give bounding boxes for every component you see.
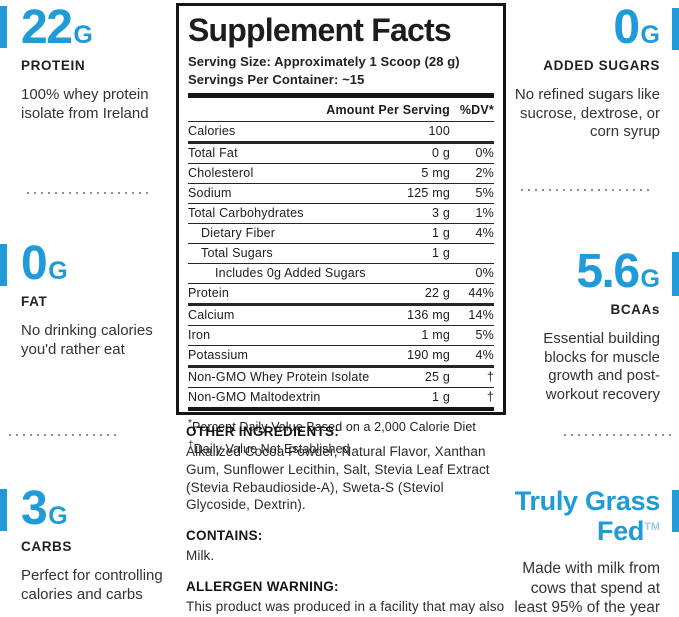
contains-label: CONTAINS: bbox=[186, 528, 263, 544]
panel-footnotes: *Percent Daily Value Based on a 2,000 Ca… bbox=[188, 411, 494, 459]
row-sodium: Sodium 125 mg 5% bbox=[188, 184, 494, 205]
stat-bcaas-value: 5.6G bbox=[576, 245, 660, 298]
stat-protein-label: PROTEIN bbox=[21, 58, 86, 73]
accent-bar-left-1 bbox=[0, 6, 7, 48]
divider-left-1 bbox=[27, 192, 151, 194]
accent-bar-right-1 bbox=[672, 8, 679, 50]
accent-bar-right-3 bbox=[672, 490, 679, 532]
stat-carbs-value: 3G bbox=[21, 482, 68, 535]
accent-bar-left-2 bbox=[0, 244, 7, 286]
other-ingredients-text: Alkalized Cocoa Powder, Natural Flavor, … bbox=[186, 444, 490, 513]
stat-carbs: 3G CARBS Perfect for controlling calorie… bbox=[21, 485, 169, 604]
accent-bar-right-2 bbox=[672, 252, 679, 296]
facts-table: Amount Per Serving %DV* Calories 100 Tota… bbox=[188, 98, 494, 412]
panel-rule-top bbox=[188, 93, 494, 99]
stat-grassfed: Truly Grass FedTM Made with milk from co… bbox=[508, 486, 661, 617]
stat-fat-description: No drinking calories you'd rather eat bbox=[21, 322, 153, 358]
facts-header-row: Amount Per Serving %DV* bbox=[188, 98, 494, 123]
stat-carbs-unit: G bbox=[48, 502, 68, 530]
row-maltodextrin: Non-GMO Maltodextrin 1 g † bbox=[188, 390, 494, 405]
row-dietary-fiber: Dietary Fiber 1 g 4% bbox=[188, 224, 494, 245]
stat-added-sugars-unit: G bbox=[640, 21, 660, 49]
row-total-sugars: Total Sugars 1 g bbox=[188, 244, 494, 265]
stat-grassfed-title: Truly Grass FedTM bbox=[514, 486, 661, 546]
divider-right-2 bbox=[564, 434, 672, 436]
row-calories: Calories 100 bbox=[188, 122, 494, 145]
allergen-warning-text: This product was produced in a facility … bbox=[186, 599, 505, 617]
row-cholesterol: Cholesterol 5 mg 2% bbox=[188, 164, 494, 185]
contains-text: Milk. bbox=[186, 548, 215, 564]
stat-carbs-label: CARBS bbox=[21, 539, 73, 554]
stat-fat-value: 0G bbox=[21, 237, 68, 290]
row-total-carbohydrates: Total Carbohydrates 3 g 1% bbox=[188, 204, 494, 225]
row-total-fat: Total Fat 0 g 0% bbox=[188, 144, 494, 165]
row-protein: Protein 22 g 44% bbox=[188, 284, 494, 307]
stat-carbs-description: Perfect for controlling calories and car… bbox=[21, 567, 163, 603]
divider-right-1 bbox=[521, 189, 649, 191]
col-dv: %DV* bbox=[459, 103, 494, 118]
stat-added-sugars: 0G ADDED SUGARS No refined sugars like s… bbox=[508, 4, 660, 142]
stat-added-sugars-description: No refined sugars like sucrose, dextrose… bbox=[514, 86, 660, 141]
supplement-facts-panel: Supplement Facts Serving Size: Approxima… bbox=[176, 3, 506, 457]
stat-added-sugars-label: ADDED SUGARS bbox=[543, 58, 660, 73]
stat-bcaas-unit: G bbox=[640, 265, 660, 293]
panel-rule-bottom bbox=[188, 407, 494, 412]
stat-added-sugars-value: 0G bbox=[613, 1, 660, 54]
row-whey-protein-isolate: Non-GMO Whey Protein Isolate 25 g † bbox=[188, 368, 494, 389]
servings-per-container: Servings Per Container: ~15 bbox=[188, 72, 365, 88]
accent-bar-left-3 bbox=[0, 489, 7, 531]
stat-protein-unit: G bbox=[73, 21, 93, 49]
trademark-symbol: TM bbox=[644, 520, 660, 533]
stat-grassfed-description: Made with milk from cows that spend at l… bbox=[514, 560, 660, 616]
ingredients-info: OTHER INGREDIENTS: Alkalized Cocoa Powde… bbox=[186, 424, 508, 617]
stat-protein-value: 22G bbox=[21, 1, 93, 54]
row-potassium: Potassium 190 mg 4% bbox=[188, 346, 494, 369]
divider-left-2 bbox=[9, 434, 117, 436]
stat-fat-unit: G bbox=[48, 257, 68, 285]
stat-fat-label: FAT bbox=[21, 294, 48, 309]
stat-bcaas-label: BCAAs bbox=[610, 302, 660, 317]
allergen-warning-label: ALLERGEN WARNING: bbox=[186, 579, 339, 595]
stat-bcaas-description: Essential building blocks for muscle gro… bbox=[543, 330, 660, 403]
asterisk-symbol: * bbox=[188, 418, 192, 430]
serving-size: Serving Size: Approximately 1 Scoop (28 … bbox=[188, 54, 460, 70]
row-iron: Iron 1 mg 5% bbox=[188, 326, 494, 347]
stat-fat: 0G FAT No drinking calories you'd rather… bbox=[21, 240, 169, 359]
row-added-sugars: Includes 0g Added Sugars 0% bbox=[188, 264, 494, 285]
col-amount-per-serving: Amount Per Serving bbox=[326, 103, 450, 118]
row-calcium: Calcium 136 mg 14% bbox=[188, 306, 494, 327]
footnote-dv: *Percent Daily Value Based on a 2,000 Ca… bbox=[188, 418, 476, 435]
footnote-dagger: †Daily Value Not Established bbox=[188, 440, 350, 457]
stat-protein-description: 100% whey protein isolate from Ireland bbox=[21, 86, 149, 122]
stat-protein: 22G PROTEIN 100% whey protein isolate fr… bbox=[21, 4, 169, 123]
stat-bcaas: 5.6G BCAAs Essential building blocks for… bbox=[508, 248, 660, 404]
panel-title: Supplement Facts bbox=[188, 12, 452, 48]
dagger-symbol: † bbox=[188, 440, 194, 452]
other-ingredients-label: OTHER INGREDIENTS: bbox=[186, 424, 340, 439]
